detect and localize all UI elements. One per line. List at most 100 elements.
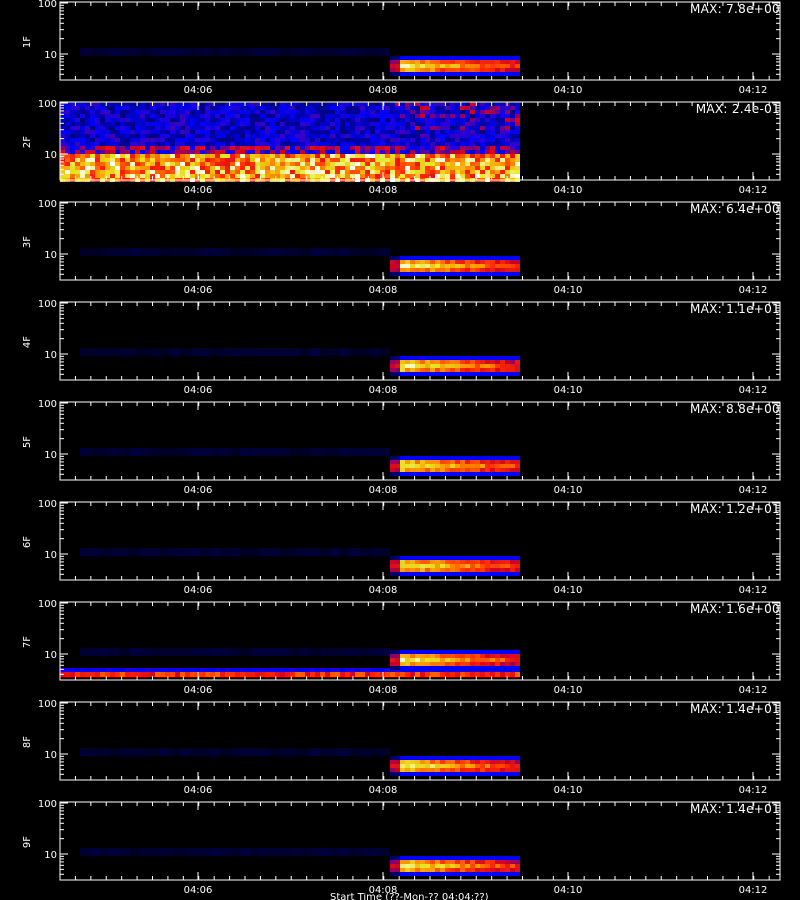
y-tick-label: 100	[38, 599, 57, 610]
heatmap-cell	[250, 138, 255, 142]
heatmap-cell	[415, 662, 420, 666]
heatmap-cell	[500, 158, 505, 162]
heatmap-cell	[190, 134, 195, 138]
heatmap-cell	[210, 170, 215, 174]
heatmap-cell	[435, 372, 440, 376]
heatmap-cell	[490, 456, 495, 460]
heatmap-cell	[435, 860, 440, 864]
y-ticks	[60, 2, 780, 75]
heatmap-cell	[435, 368, 440, 372]
heatmap-cell	[515, 564, 520, 568]
plot-frame	[59, 301, 781, 381]
heatmap-cell	[325, 150, 330, 154]
heatmap-cell	[500, 150, 505, 154]
heatmap-cell	[515, 768, 520, 772]
heatmap-cell	[515, 666, 520, 670]
heatmap-cell	[135, 166, 140, 170]
heatmap-cell	[495, 106, 500, 110]
heatmap-cell	[450, 868, 455, 872]
heatmap-cell	[410, 772, 415, 776]
heatmap-cell	[165, 166, 170, 170]
heatmap-cell	[500, 472, 505, 476]
heatmap-cell	[315, 114, 320, 118]
x-tick-label: 04:10	[554, 685, 583, 696]
heatmap-cell	[190, 672, 195, 677]
heatmap-cell	[480, 356, 485, 360]
heatmap-cell	[85, 668, 90, 672]
heatmap-cell	[225, 110, 230, 114]
heatmap-cell	[460, 162, 465, 166]
heatmap-cell	[505, 460, 510, 464]
heatmap-cell	[435, 360, 440, 364]
heatmap-cell	[415, 468, 420, 472]
heatmap-cell	[215, 122, 220, 126]
heatmap-cell	[480, 662, 485, 666]
heatmap-cell	[510, 134, 515, 138]
heatmap-cell	[405, 150, 410, 154]
heatmap-cell	[430, 472, 435, 476]
heatmap-cell	[145, 672, 150, 677]
heatmap-cell	[470, 162, 475, 166]
heatmap-cell	[500, 166, 505, 170]
heatmap-cell	[255, 672, 260, 677]
heatmap-cell	[455, 110, 460, 114]
heatmap-cell	[110, 548, 120, 556]
heatmap-cell	[465, 658, 470, 662]
heatmap-cell	[405, 130, 410, 134]
heatmap-cell	[325, 130, 330, 134]
heatmap-cell	[150, 162, 155, 166]
heatmap-cell	[175, 162, 180, 166]
heatmap-cell	[310, 150, 315, 154]
heatmap-cell	[150, 130, 155, 134]
heatmap-cell	[365, 166, 370, 170]
heatmap-cell	[435, 114, 440, 118]
heatmap-cell	[280, 106, 285, 110]
heatmap-cell	[360, 118, 365, 122]
heatmap-cell	[400, 658, 405, 662]
heatmap-cell	[290, 154, 295, 158]
heatmap-cell	[490, 134, 495, 138]
heatmap-cell	[390, 130, 395, 134]
heatmap-cell	[515, 864, 520, 868]
heatmap-cell	[230, 134, 235, 138]
heatmap-cell	[360, 142, 365, 146]
heatmap-cell	[430, 60, 435, 64]
heatmap-cell	[515, 356, 520, 360]
heatmap-cell	[395, 560, 400, 564]
heatmap-cell	[235, 150, 240, 154]
heatmap-cell	[300, 142, 305, 146]
heatmap-cell	[360, 162, 365, 166]
heatmap-cell	[490, 368, 495, 372]
heatmap-cell	[200, 138, 205, 142]
heatmap-cell	[115, 122, 120, 126]
heatmap-cell	[395, 68, 400, 72]
heatmap-cell	[310, 130, 315, 134]
heatmap-cell	[420, 170, 425, 174]
heatmap-cell	[480, 468, 485, 472]
heatmap-cell	[515, 650, 520, 654]
heatmap-cell	[295, 138, 300, 142]
heatmap-cell	[140, 110, 145, 114]
heatmap-cell	[100, 170, 105, 174]
heatmap-cell	[70, 126, 75, 130]
panel-9f: 04:06 04:08 04:10 04:12 10 100 9F MAX: 1.4e+01	[0, 799, 800, 900]
heatmap-cell	[330, 170, 335, 174]
heatmap-cell	[420, 174, 425, 178]
heatmap-cell	[405, 764, 410, 768]
heatmap-cell	[495, 260, 500, 264]
heatmap-cell	[75, 146, 80, 150]
heatmap-cell	[370, 146, 375, 150]
heatmap-cell	[495, 564, 500, 568]
heatmap-cell	[120, 134, 125, 138]
heatmap-cell	[315, 122, 320, 126]
heatmap-cell	[145, 150, 150, 154]
heatmap-cell	[515, 856, 520, 860]
heatmap-cell	[285, 114, 290, 118]
heatmap-cell	[400, 356, 405, 360]
heatmap-cell	[290, 110, 295, 114]
heatmap-cell	[345, 174, 350, 178]
heatmap-cell	[485, 142, 490, 146]
heatmap-cell	[470, 130, 475, 134]
heatmap-cell	[260, 648, 270, 656]
heatmap-cell	[425, 60, 430, 64]
